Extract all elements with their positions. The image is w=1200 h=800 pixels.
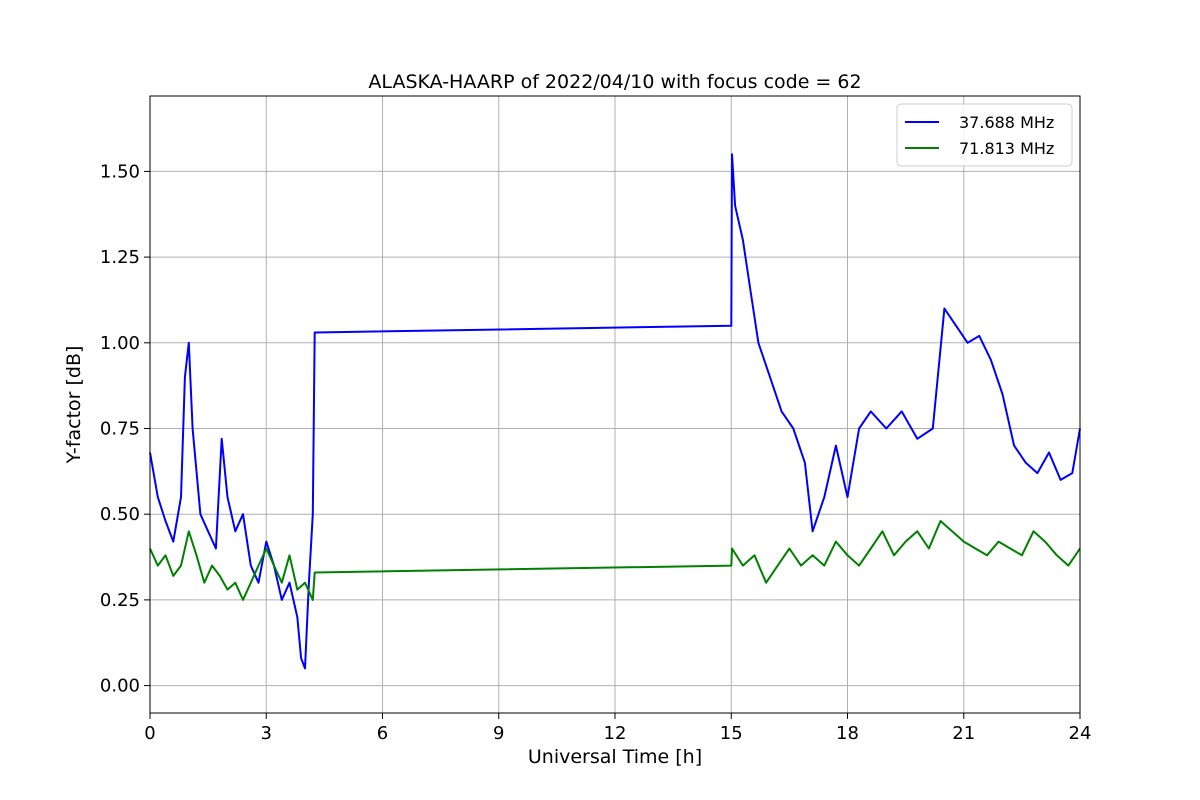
y-tick-label: 0.25 (100, 590, 140, 611)
series-layer (149, 153, 1081, 670)
legend-label-1: 37.688 MHz (959, 113, 1054, 132)
x-tick-label: 21 (952, 723, 975, 744)
y-tick-label: 0.00 (100, 676, 140, 697)
ticks: 0 3 6 9 12 15 18 21 24 0.00 0.25 0.50 0.75 1.00 1.25 1.… (100, 161, 1092, 744)
x-axis-title: Universal Time [h] (528, 746, 702, 768)
chart-title: ALASKA-HAARP of 2022/04/10 with focus co… (368, 71, 861, 93)
series-line-2 (149, 520, 1081, 601)
x-tick-label: 24 (1069, 723, 1092, 744)
y-tick-label: 0.50 (100, 504, 140, 525)
legend: 37.688 MHz 71.813 MHz (896, 103, 1073, 167)
x-tick-label: 12 (604, 723, 627, 744)
y-axis-title: Y-factor [dB] (63, 346, 85, 465)
x-tick-label: 3 (261, 723, 272, 744)
y-tick-label: 1.25 (100, 247, 140, 268)
x-tick-label: 0 (144, 723, 155, 744)
legend-label-2: 71.813 MHz (959, 139, 1054, 158)
x-tick-label: 9 (493, 723, 504, 744)
x-tick-label: 15 (720, 723, 743, 744)
x-tick-label: 6 (377, 723, 388, 744)
x-tick-label: 18 (836, 723, 859, 744)
y-tick-label: 1.50 (100, 161, 140, 182)
y-tick-label: 0.75 (100, 418, 140, 439)
y-tick-label: 1.00 (100, 333, 140, 354)
series-line-1 (149, 153, 1081, 670)
legend-box (896, 103, 1073, 167)
